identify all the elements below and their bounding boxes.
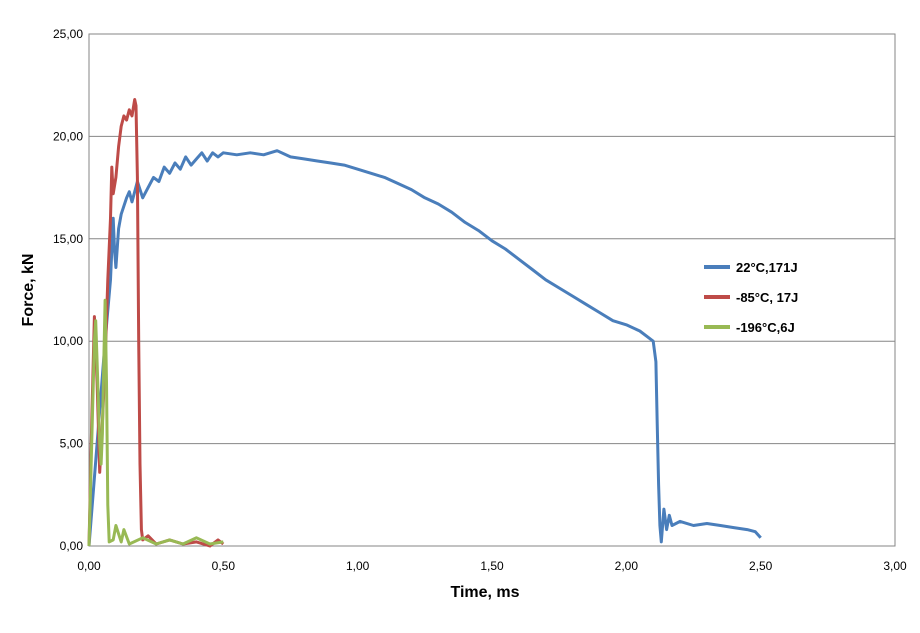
series-line-0 — [87, 149, 762, 547]
y-tick-label: 20,00 — [53, 129, 83, 143]
x-axis-tick-labels: 0,00 0,50 1,00 1,50 2,00 2,50 3,00 — [77, 559, 907, 573]
y-tick-label: 10,00 — [53, 334, 83, 348]
y-tick-label: 5,00 — [60, 437, 84, 451]
y-tick-label: 25,00 — [53, 27, 83, 41]
legend: 22°C,171J -85°C, 17J -196°C,6J — [704, 260, 798, 335]
series-line-1 — [87, 98, 225, 548]
gridlines — [89, 135, 895, 445]
plot-area-border — [88, 33, 896, 547]
x-tick-label: 2,50 — [749, 559, 773, 573]
legend-label-0: 22°C,171J — [736, 260, 798, 275]
x-tick-label: 0,50 — [212, 559, 236, 573]
x-tick-label: 1,00 — [346, 559, 370, 573]
series-line-2 — [87, 298, 224, 547]
y-tick-label: 15,00 — [53, 232, 83, 246]
x-tick-label: 1,50 — [480, 559, 504, 573]
y-tick-label: 0,00 — [60, 539, 84, 553]
y-axis-title: Force, kN — [20, 254, 37, 327]
x-tick-label: 3,00 — [883, 559, 907, 573]
y-axis-tick-labels: 0,00 5,00 10,00 15,00 20,00 25,00 — [53, 27, 83, 553]
x-axis-title: Time, ms — [450, 584, 519, 601]
series-lines — [87, 98, 762, 548]
legend-label-2: -196°C,6J — [736, 320, 795, 335]
legend-label-1: -85°C, 17J — [736, 290, 798, 305]
x-tick-label: 2,00 — [615, 559, 639, 573]
x-tick-label: 0,00 — [77, 559, 101, 573]
